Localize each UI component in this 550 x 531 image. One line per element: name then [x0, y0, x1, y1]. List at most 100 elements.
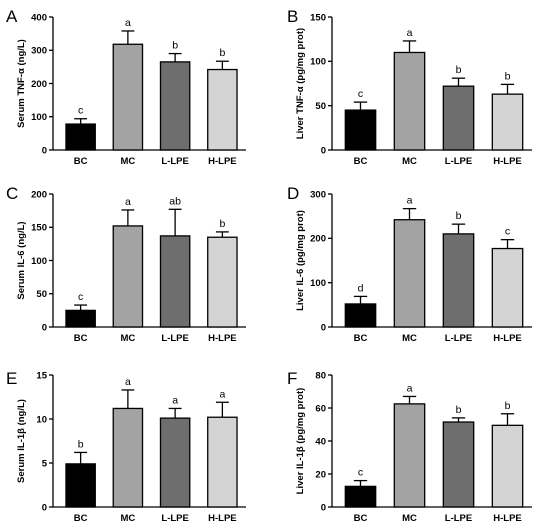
category-label: L-LPE	[161, 156, 188, 167]
category-label: H-LPE	[208, 513, 237, 524]
y-tick-label: 40	[315, 436, 326, 447]
significance-label: a	[407, 27, 413, 39]
category-label: BC	[354, 156, 368, 167]
significance-label: a	[172, 394, 178, 406]
bar	[207, 416, 238, 508]
panel-letter: E	[6, 369, 17, 388]
bar	[393, 219, 426, 328]
y-axis-label: Liver TNF-α (pg/mg prot)	[295, 28, 306, 139]
bar	[65, 463, 96, 508]
bar	[393, 403, 426, 508]
y-tick-label: 0	[42, 502, 47, 513]
y-tick-label: 300	[31, 46, 47, 57]
category-label: L-LPE	[445, 513, 472, 524]
y-tick-label: 100	[31, 256, 47, 267]
y-tick-label: 200	[31, 189, 47, 200]
panel-letter: B	[287, 7, 298, 26]
bar	[442, 233, 475, 328]
bar	[442, 421, 475, 508]
significance-label: b	[219, 47, 225, 59]
bar	[112, 43, 144, 151]
category-label: BC	[74, 333, 88, 344]
y-tick-label: 300	[310, 189, 326, 200]
significance-label: c	[358, 467, 363, 479]
bar	[207, 68, 238, 151]
bar	[159, 417, 191, 508]
bar	[159, 235, 191, 328]
category-label: MC	[120, 156, 135, 167]
significance-label: b	[219, 218, 225, 230]
bar	[207, 236, 238, 328]
y-tick-label: 0	[42, 322, 47, 333]
category-label: L-LPE	[161, 333, 188, 344]
significance-label: b	[456, 404, 462, 416]
category-label: L-LPE	[161, 513, 188, 524]
significance-label: ab	[169, 195, 181, 207]
category-label: H-LPE	[493, 156, 522, 167]
significance-label: a	[125, 376, 131, 388]
y-axis-label: Serum IL-1β (ng/L)	[16, 399, 27, 483]
bar	[112, 225, 144, 328]
y-tick-label: 50	[315, 101, 326, 112]
bar	[344, 109, 377, 151]
category-label: MC	[402, 513, 417, 524]
category-label: L-LPE	[445, 333, 472, 344]
bar	[65, 123, 96, 151]
y-tick-label: 0	[321, 322, 326, 333]
category-label: L-LPE	[445, 156, 472, 167]
panel-letter: C	[6, 184, 18, 203]
category-label: BC	[354, 333, 368, 344]
significance-label: a	[219, 388, 225, 400]
significance-label: b	[78, 438, 84, 450]
bar	[393, 51, 426, 151]
y-tick-label: 80	[315, 370, 326, 381]
category-label: MC	[402, 333, 417, 344]
y-tick-label: 0	[321, 145, 326, 156]
category-label: BC	[74, 156, 88, 167]
significance-label: c	[78, 105, 83, 117]
significance-label: b	[456, 210, 462, 222]
category-label: MC	[120, 333, 135, 344]
significance-label: c	[78, 291, 83, 303]
significance-label: c	[358, 88, 363, 100]
y-tick-label: 150	[310, 12, 326, 23]
significance-label: a	[125, 17, 131, 29]
panel-letter: D	[287, 184, 299, 203]
category-label: MC	[402, 156, 417, 167]
y-tick-label: 60	[315, 403, 326, 414]
category-label: H-LPE	[493, 333, 522, 344]
y-axis-label: Liver IL-1β (pg/mg prot)	[295, 388, 306, 495]
y-tick-label: 15	[36, 370, 47, 381]
panel-letter: A	[6, 7, 18, 26]
category-label: H-LPE	[208, 156, 237, 167]
y-tick-label: 100	[310, 278, 326, 289]
bar	[442, 85, 475, 151]
y-tick-label: 100	[310, 57, 326, 68]
y-tick-label: 200	[310, 234, 326, 245]
category-label: H-LPE	[208, 333, 237, 344]
significance-label: b	[456, 64, 462, 76]
significance-label: a	[407, 382, 413, 394]
y-tick-label: 0	[42, 145, 47, 156]
y-tick-label: 400	[31, 12, 47, 23]
y-tick-label: 100	[31, 112, 47, 123]
bar	[344, 303, 377, 328]
y-tick-label: 10	[36, 414, 47, 425]
y-axis-label: Serum IL-6 (ng/L)	[16, 221, 27, 299]
significance-label: d	[358, 282, 364, 294]
bar	[491, 93, 524, 151]
significance-label: b	[505, 70, 511, 82]
y-tick-label: 0	[321, 502, 326, 513]
panel-letter: F	[287, 369, 297, 388]
bar	[491, 247, 524, 328]
y-tick-label: 5	[42, 458, 48, 469]
category-label: BC	[354, 513, 368, 524]
y-tick-label: 20	[315, 469, 326, 480]
significance-label: c	[505, 226, 510, 238]
y-tick-label: 50	[36, 289, 47, 300]
y-axis-label: Serum TNF-α (ng/L)	[16, 39, 27, 128]
significance-label: a	[407, 195, 413, 207]
category-label: BC	[74, 513, 88, 524]
bar	[344, 485, 377, 508]
